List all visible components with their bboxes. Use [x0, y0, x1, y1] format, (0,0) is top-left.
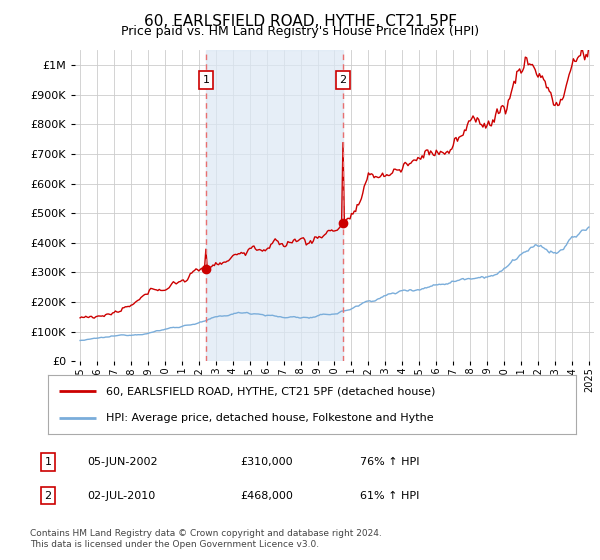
Text: 02-JUL-2010: 02-JUL-2010 — [87, 491, 155, 501]
Text: £310,000: £310,000 — [240, 457, 293, 467]
Bar — [206, 50, 343, 361]
Text: 76% ↑ HPI: 76% ↑ HPI — [360, 457, 419, 467]
Text: 05-JUN-2002: 05-JUN-2002 — [87, 457, 158, 467]
Text: HPI: Average price, detached house, Folkestone and Hythe: HPI: Average price, detached house, Folk… — [106, 413, 434, 423]
Text: Price paid vs. HM Land Registry's House Price Index (HPI): Price paid vs. HM Land Registry's House … — [121, 25, 479, 38]
Text: Contains HM Land Registry data © Crown copyright and database right 2024.
This d: Contains HM Land Registry data © Crown c… — [30, 529, 382, 549]
Text: 61% ↑ HPI: 61% ↑ HPI — [360, 491, 419, 501]
Text: £468,000: £468,000 — [240, 491, 293, 501]
Text: 2: 2 — [340, 75, 347, 85]
Text: 60, EARLSFIELD ROAD, HYTHE, CT21 5PF: 60, EARLSFIELD ROAD, HYTHE, CT21 5PF — [143, 14, 457, 29]
Text: 1: 1 — [44, 457, 52, 467]
Text: 60, EARLSFIELD ROAD, HYTHE, CT21 5PF (detached house): 60, EARLSFIELD ROAD, HYTHE, CT21 5PF (de… — [106, 386, 436, 396]
Text: 1: 1 — [202, 75, 209, 85]
Text: 2: 2 — [44, 491, 52, 501]
